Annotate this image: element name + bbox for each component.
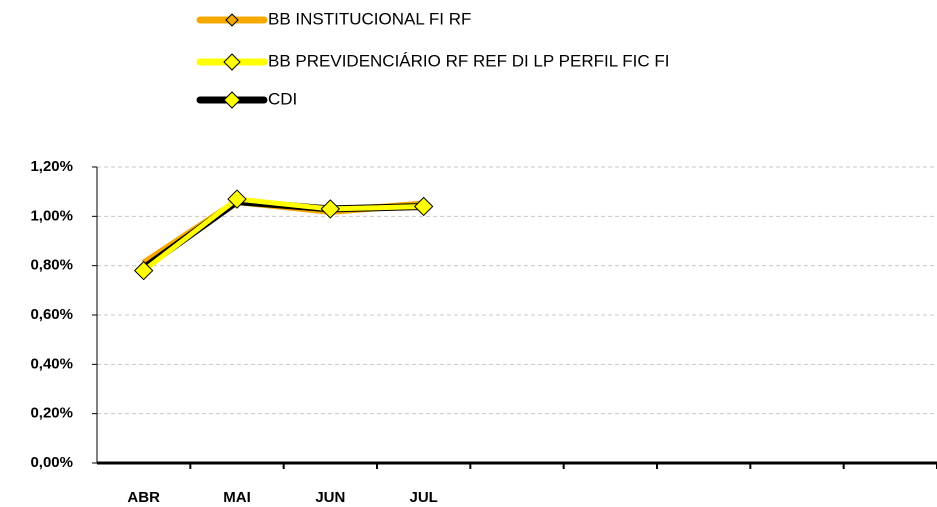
point-marker	[413, 196, 434, 217]
legend-marker	[223, 53, 241, 71]
point-marker	[227, 189, 247, 209]
point-marker	[320, 199, 341, 219]
legend-label: CDI	[268, 89, 297, 108]
point-marker	[133, 260, 154, 281]
y-tick-label: 1,20%	[30, 158, 73, 175]
y-tick-label: 0,00%	[30, 454, 73, 471]
y-tick-label: 1,00%	[30, 207, 73, 224]
y-tick-label: 0,20%	[30, 405, 73, 422]
y-tick-label: 0,60%	[30, 306, 73, 323]
legend-label: BB INSTITUCIONAL FI RF	[268, 9, 471, 28]
series-line	[141, 198, 424, 271]
x-tick-label: ABR	[127, 489, 160, 506]
legend-marker	[223, 91, 241, 109]
series-line	[142, 196, 424, 273]
legend-label: BB PREVIDENCIÁRIO RF REF DI LP PERFIL FI…	[268, 51, 669, 70]
x-tick-label: JUN	[315, 489, 345, 506]
y-tick-label: 0,80%	[30, 257, 73, 274]
y-tick-label: 0,40%	[30, 355, 73, 372]
x-tick-label: JUL	[409, 489, 437, 506]
x-tick-label: MAI	[223, 489, 251, 506]
legend-marker	[225, 13, 239, 27]
